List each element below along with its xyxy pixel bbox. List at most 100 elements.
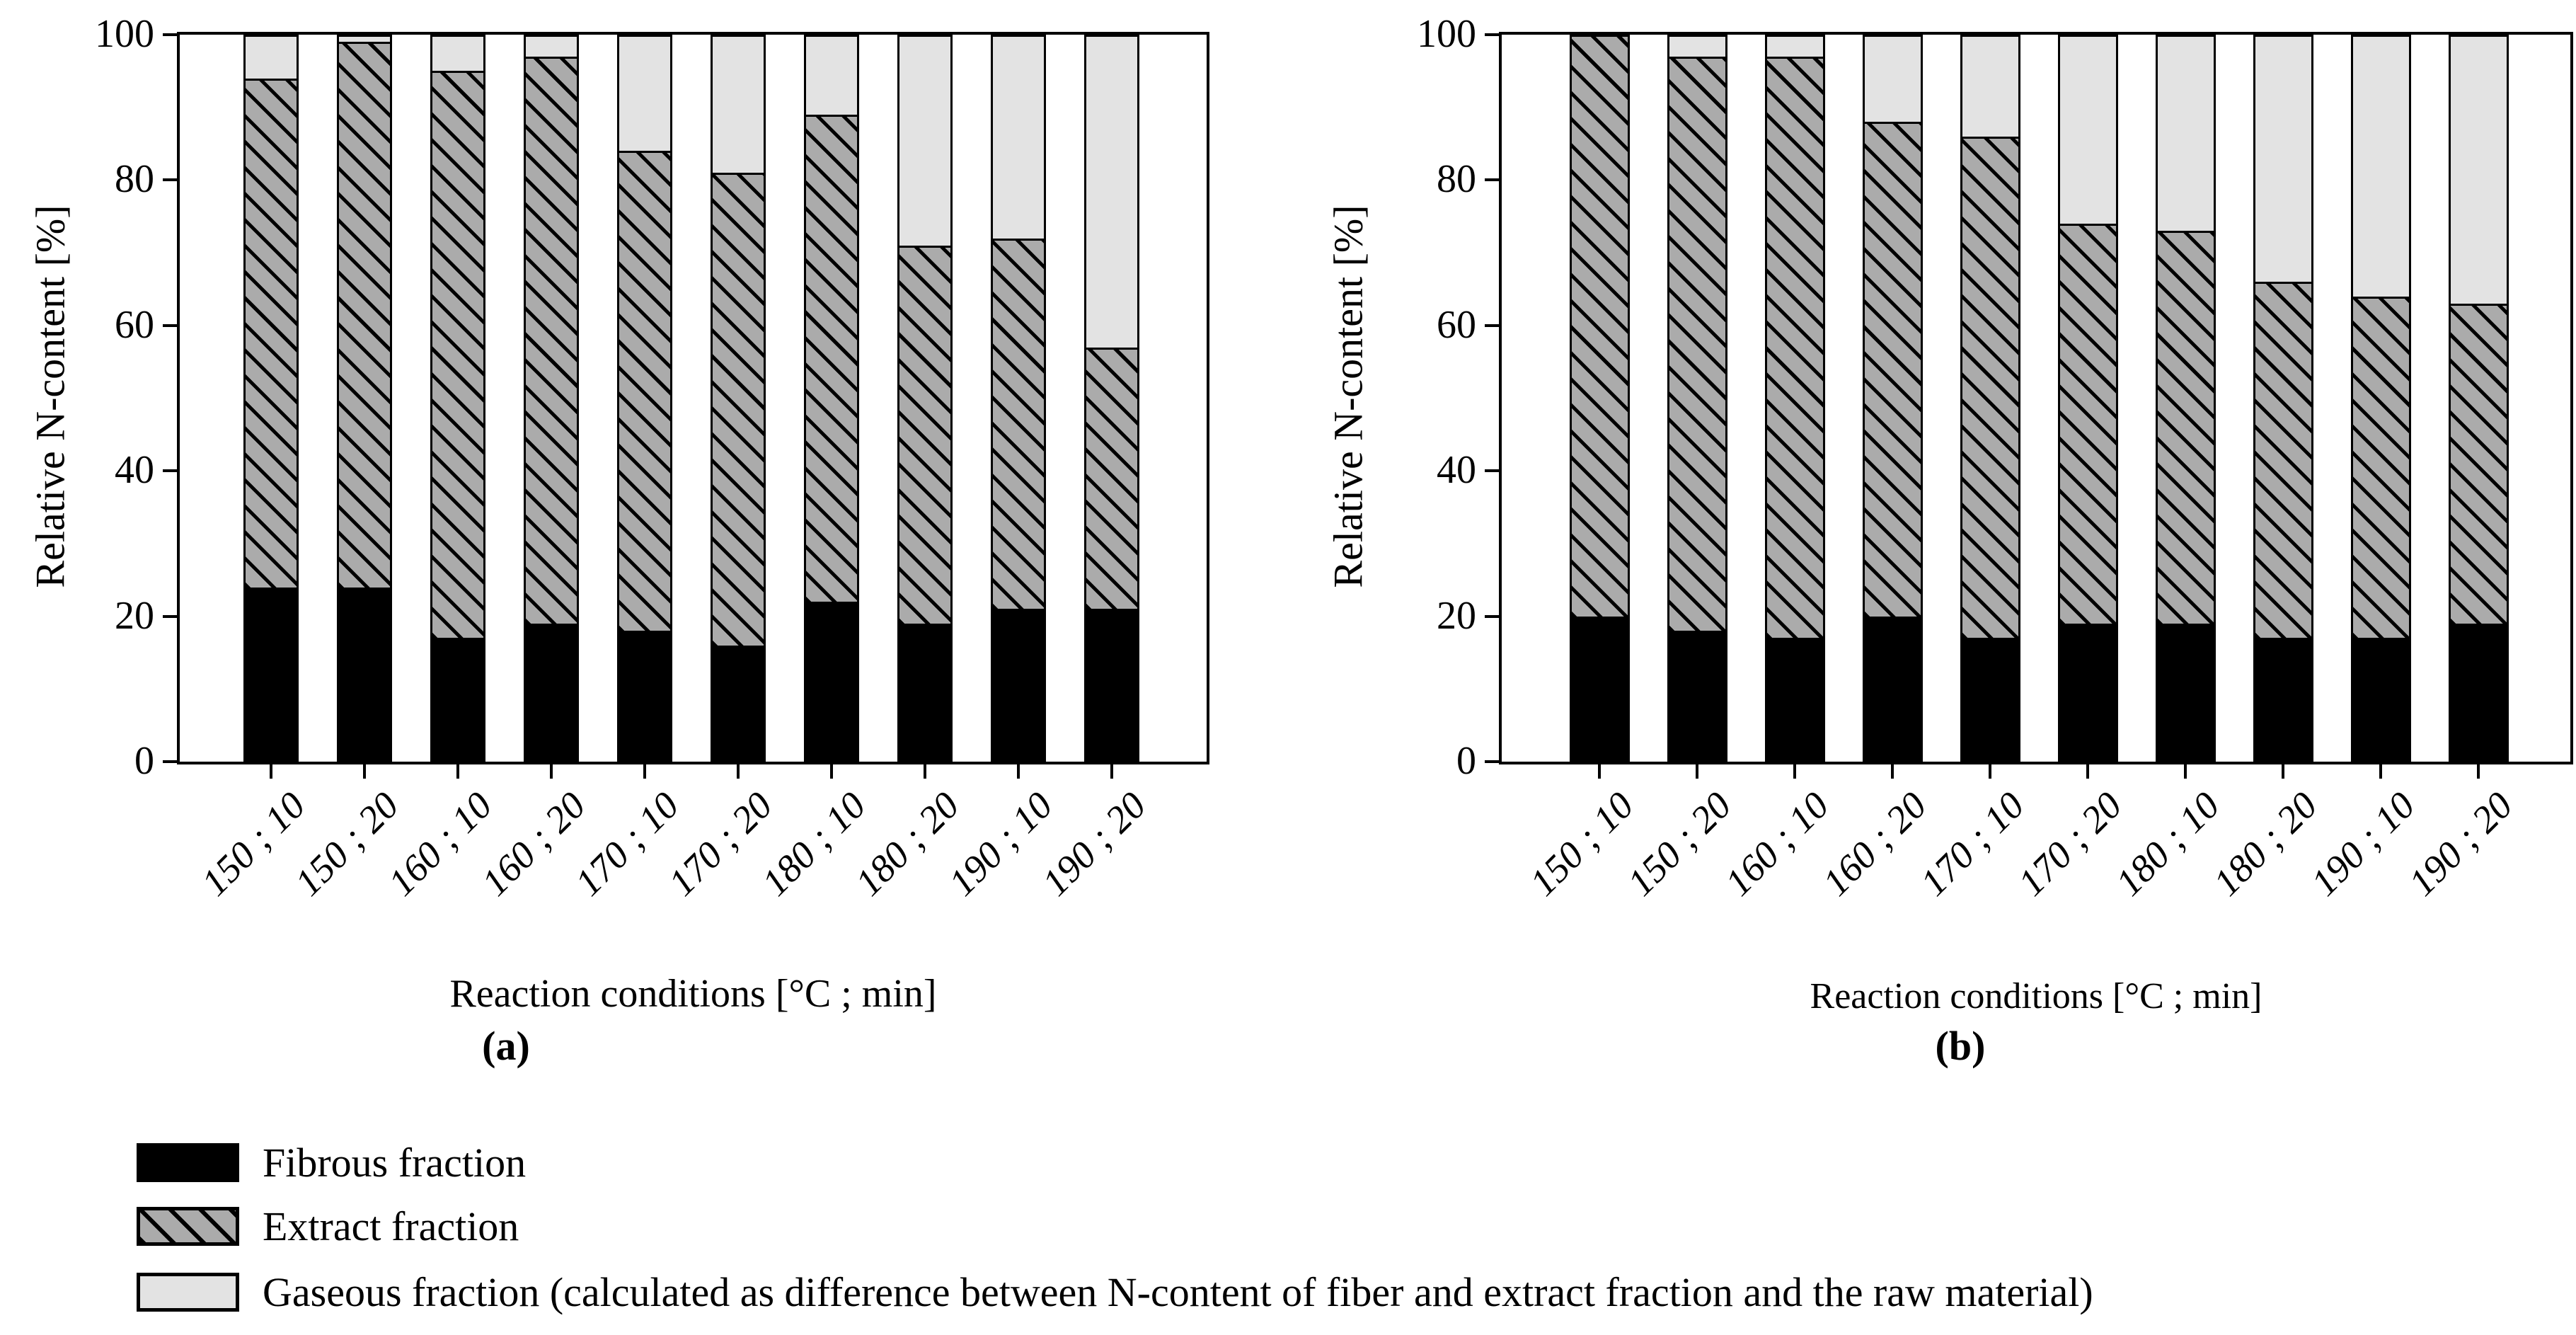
bar-160-10 — [430, 35, 485, 762]
bar-160-20 — [1862, 35, 1923, 762]
bar-150-10 — [243, 35, 299, 762]
segment-extract-fraction — [2253, 282, 2313, 641]
x-axis-tick — [1891, 762, 1894, 779]
segment-fibrous-fraction — [2448, 623, 2509, 762]
segment-fibrous-fraction — [1084, 609, 1139, 762]
y-tick-label: 60 — [1437, 302, 1476, 347]
x-axis-tick — [2379, 762, 2382, 779]
x-tick-label: 190 ; 20 — [1034, 784, 1154, 904]
bar-180-20 — [897, 35, 953, 762]
x-axis-tick — [2282, 762, 2284, 779]
x-axis-tick — [643, 762, 646, 779]
gaseous-swatch-icon — [137, 1273, 239, 1312]
y-tick-label: 40 — [1437, 448, 1476, 493]
y-tick-label: 40 — [115, 448, 154, 493]
segment-extract-fraction — [337, 42, 392, 590]
segment-extract-fraction — [1960, 136, 2020, 641]
legend-item-fibrous: Fibrous fraction — [137, 1140, 526, 1185]
y-axis-tick — [1485, 760, 1502, 763]
bar-160-10 — [1764, 35, 1825, 762]
segment-extract-fraction — [897, 245, 953, 626]
segment-fibrous-fraction — [2253, 638, 2313, 762]
segment-fibrous-fraction — [897, 623, 953, 762]
y-axis-tick — [163, 33, 180, 36]
segment-fibrous-fraction — [1862, 616, 1923, 762]
y-tick-label: 20 — [1437, 593, 1476, 638]
bar-170-20 — [711, 35, 766, 762]
panel-b-y-axis-title: Relative N-content [%] — [1325, 205, 1372, 588]
y-axis-tick — [1485, 614, 1502, 618]
x-axis-tick — [924, 762, 926, 779]
x-axis-tick — [2086, 762, 2089, 779]
y-axis-tick — [163, 178, 180, 182]
segment-gaseous-fraction — [2350, 35, 2411, 299]
y-tick-label: 80 — [1437, 157, 1476, 202]
x-axis-tick — [1696, 762, 1698, 779]
segment-extract-fraction — [711, 173, 766, 648]
y-tick-label: 60 — [115, 302, 154, 347]
segment-fibrous-fraction — [243, 587, 299, 762]
bar-190-20 — [1084, 35, 1139, 762]
segment-gaseous-fraction — [524, 35, 579, 59]
x-axis-tick — [1017, 762, 1020, 779]
bar-180-10 — [804, 35, 859, 762]
bar-170-10 — [617, 35, 672, 762]
segment-gaseous-fraction — [1862, 35, 1923, 125]
segment-gaseous-fraction — [2155, 35, 2216, 234]
y-tick-label: 100 — [1417, 12, 1476, 56]
segment-gaseous-fraction — [243, 35, 299, 81]
x-axis-tick — [1598, 762, 1601, 779]
x-axis-tick — [456, 762, 459, 779]
segment-extract-fraction — [1667, 56, 1727, 634]
segment-extract-fraction — [2350, 296, 2411, 641]
y-tick-label: 100 — [95, 12, 154, 56]
segment-extract-fraction — [1569, 35, 1630, 619]
segment-gaseous-fraction — [804, 35, 859, 117]
segment-fibrous-fraction — [2350, 638, 2411, 762]
x-axis-tick — [830, 762, 833, 779]
segment-extract-fraction — [991, 238, 1046, 612]
segment-gaseous-fraction — [2448, 35, 2509, 306]
segment-fibrous-fraction — [617, 631, 672, 762]
x-axis-tick — [270, 762, 272, 779]
segment-fibrous-fraction — [991, 609, 1046, 762]
x-axis-tick — [2184, 762, 2187, 779]
segment-extract-fraction — [1084, 347, 1139, 612]
segment-extract-fraction — [243, 78, 299, 590]
segment-extract-fraction — [2448, 304, 2509, 626]
bar-150-10 — [1569, 35, 1630, 762]
segment-fibrous-fraction — [2155, 623, 2216, 762]
x-axis-tick — [1793, 762, 1796, 779]
segment-gaseous-fraction — [2253, 35, 2313, 285]
bar-190-10 — [2350, 35, 2411, 762]
legend-label-fibrous: Fibrous fraction — [263, 1139, 527, 1186]
legend-label-gaseous: Gaseous fraction (calculated as differen… — [263, 1268, 2093, 1315]
bar-150-20 — [1667, 35, 1727, 762]
bar-180-20 — [2253, 35, 2313, 762]
segment-extract-fraction — [430, 71, 485, 641]
fibrous-swatch-icon — [137, 1143, 239, 1182]
panel-b-plot: 0 20 40 60 80 100 150 ; 10 150 ; 20 160 ; 10 160 … — [1417, 12, 2573, 904]
segment-extract-fraction — [2057, 224, 2118, 626]
segment-extract-fraction — [804, 114, 859, 605]
y-axis-tick — [1485, 178, 1502, 182]
y-axis-tick — [163, 323, 180, 327]
y-tick-label: 80 — [115, 157, 154, 202]
x-axis-tick — [1989, 762, 1991, 779]
y-tick-label: 0 — [1456, 739, 1476, 783]
segment-extract-fraction — [2155, 231, 2216, 626]
segment-gaseous-fraction — [1084, 35, 1139, 350]
x-axis-tick — [2477, 762, 2480, 779]
segment-fibrous-fraction — [1960, 638, 2020, 762]
x-tick-label: 190 ; 20 — [2400, 784, 2521, 904]
segment-fibrous-fraction — [1667, 631, 1727, 762]
y-tick-label: 0 — [134, 739, 154, 783]
segment-gaseous-fraction — [2057, 35, 2118, 227]
y-axis-tick — [1485, 33, 1502, 36]
panel-a-y-axis-title: Relative N-content [%] — [27, 205, 74, 588]
segment-gaseous-fraction — [711, 35, 766, 176]
legend-label-extract: Extract fraction — [263, 1203, 519, 1249]
panel-a-label: (a) — [482, 1023, 530, 1069]
bar-170-10 — [1960, 35, 2020, 762]
panel-a-plot: 0 20 40 60 80 100 150 ; 10 150 ; 20 160 ; 10 160 … — [95, 12, 1209, 904]
